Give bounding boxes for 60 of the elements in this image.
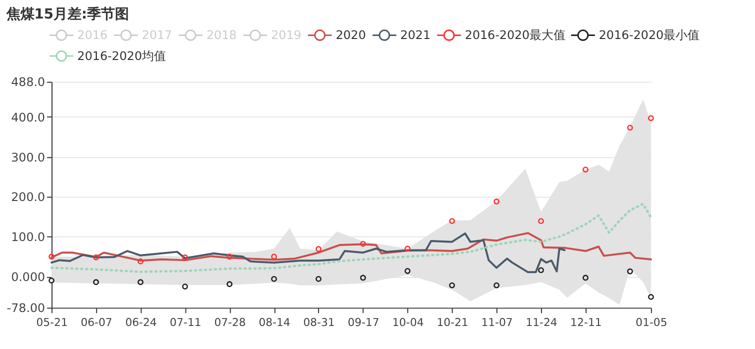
point <box>582 274 588 281</box>
point <box>93 279 99 286</box>
point <box>648 294 654 300</box>
x-tick-label: 05-21 <box>36 316 68 330</box>
x-tick-label: 07-28 <box>214 316 246 330</box>
x-tick-label: 10-21 <box>436 316 468 330</box>
x-tick-label: 11-07 <box>481 316 513 330</box>
legend-label: 2016-2020最大值 <box>464 28 566 42</box>
point <box>226 254 232 260</box>
legend-label: 2016-2020最小值 <box>598 28 700 42</box>
x-tick-label: 09-17 <box>348 316 380 330</box>
x-tick-label: 08-31 <box>303 316 335 330</box>
point <box>316 276 322 282</box>
point <box>271 276 277 282</box>
x-tick-label: 12-11 <box>570 316 602 330</box>
legend-label: 2020 <box>336 28 366 42</box>
point <box>582 166 588 173</box>
y-tick-label: 300.0 <box>11 150 46 164</box>
y-tick-label: 0.000 <box>11 270 46 284</box>
x-tick-label: 07-11 <box>170 316 202 330</box>
line-series <box>50 232 566 274</box>
point <box>627 268 633 274</box>
line-series <box>50 232 652 262</box>
point <box>48 278 54 284</box>
point <box>138 279 144 286</box>
point <box>538 267 544 274</box>
chart-title: 焦煤15月差:季节图 <box>5 5 130 22</box>
y-tick-label: 200.0 <box>11 190 46 204</box>
point <box>271 254 277 260</box>
point <box>494 282 500 288</box>
x-tick-label: 10-04 <box>392 316 424 330</box>
point <box>316 246 322 252</box>
line-series <box>50 202 652 273</box>
point <box>93 254 99 260</box>
point <box>48 254 54 260</box>
x-tick-label: 11-24 <box>526 316 558 330</box>
x-tick-label: 06-24 <box>125 316 157 330</box>
point <box>226 281 232 288</box>
point <box>404 246 410 252</box>
point <box>182 284 188 290</box>
point <box>449 282 455 288</box>
y-tick-label: -78.00 <box>6 301 46 316</box>
x-tick-label: 06-07 <box>80 316 112 330</box>
point <box>627 124 633 131</box>
legend-label: 2016-2020均值 <box>77 48 166 63</box>
point <box>538 218 544 224</box>
point <box>360 274 366 281</box>
y-tick-label: 100.0 <box>11 230 46 244</box>
point <box>138 258 144 264</box>
x-tick-label: 01-05 <box>636 316 668 330</box>
point <box>404 268 410 274</box>
y-tick-label: 488.0 <box>11 75 46 90</box>
point <box>494 198 500 204</box>
point <box>449 218 455 224</box>
legend-label: 2021 <box>400 28 431 42</box>
y-tick-label: 400.0 <box>11 110 46 124</box>
point <box>648 115 654 122</box>
x-tick-label: 08-14 <box>258 316 290 330</box>
point <box>182 254 188 260</box>
point <box>360 240 366 247</box>
